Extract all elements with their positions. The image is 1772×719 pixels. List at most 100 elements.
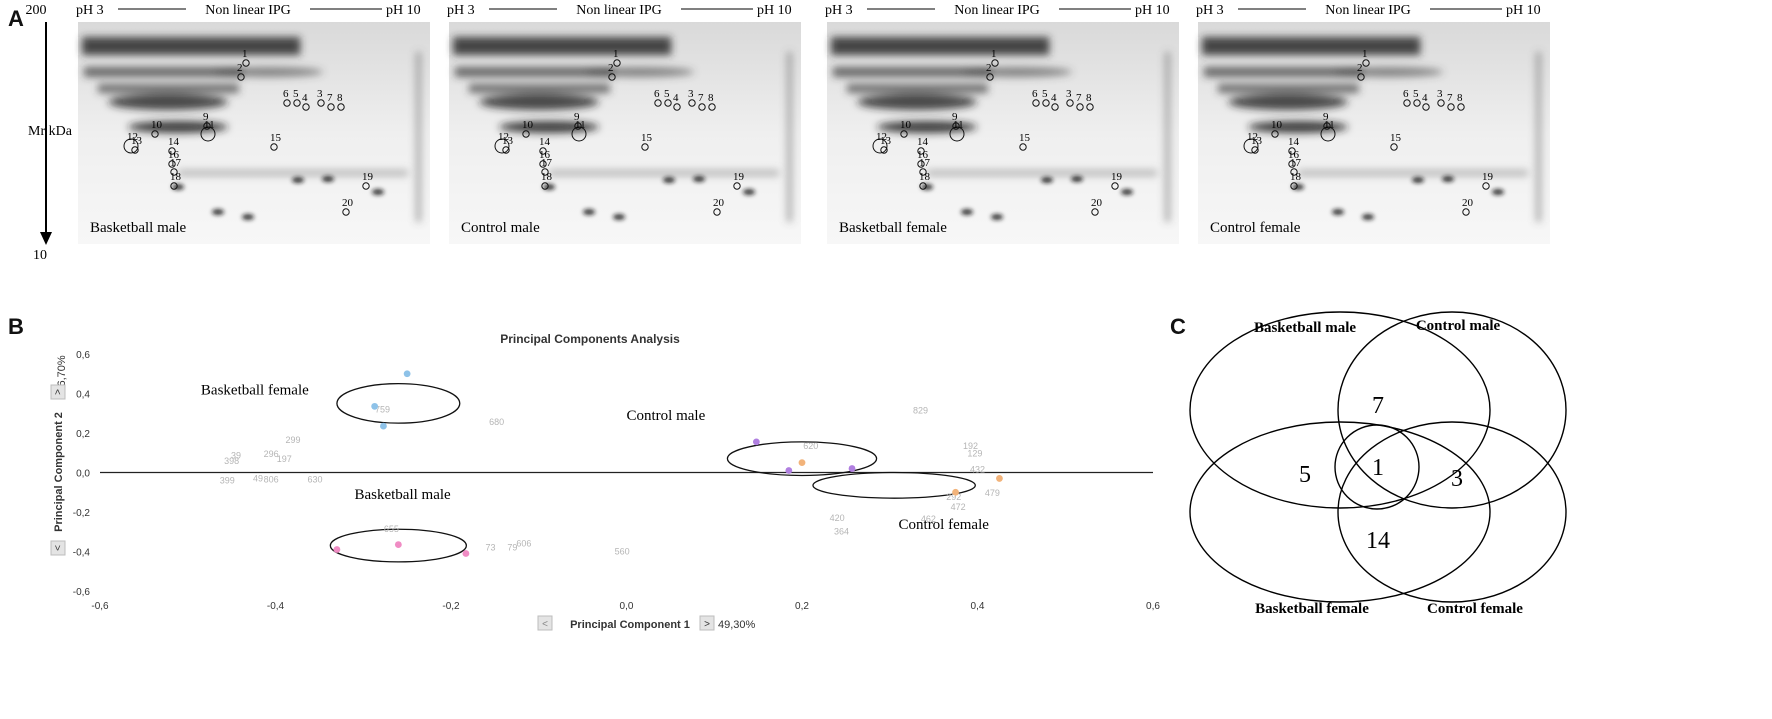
gel-spot-number: 17 xyxy=(170,157,182,169)
gel-spot-marker xyxy=(1111,182,1119,190)
gel-spot-marker xyxy=(1091,208,1099,216)
gel-spot-number: 15 xyxy=(641,132,653,144)
gel-spot-marker xyxy=(168,147,176,155)
gel-spot-number: 9 xyxy=(952,111,958,123)
gel-spot-number: 18 xyxy=(919,171,931,183)
pc2-next-icon: > xyxy=(53,389,64,395)
gel-spot-marker xyxy=(283,99,291,107)
gel-spot-number: 1 xyxy=(613,48,619,60)
loading-label: 655 xyxy=(384,524,399,534)
gel-spot-marker xyxy=(1066,99,1074,107)
gel-spot-marker xyxy=(203,122,211,130)
y-tick-label: 0,4 xyxy=(76,390,90,401)
gel-spot-marker xyxy=(708,103,716,111)
gel-spot-number: 12 xyxy=(498,131,509,143)
gel-spot-marker xyxy=(539,160,547,168)
gel-spot-marker xyxy=(151,130,159,138)
gel-spot-number: 5 xyxy=(293,88,299,100)
gel-spot-marker xyxy=(1320,126,1336,142)
gel-spot-number: 18 xyxy=(1290,171,1302,183)
loading-label: 129 xyxy=(967,449,982,459)
gel-label: Control female xyxy=(1210,220,1301,236)
gel-spot-marker xyxy=(1290,182,1298,190)
mr-bottom-label: 10 xyxy=(33,248,47,263)
gel-spot-marker xyxy=(917,147,925,155)
gel-spot-number: 5 xyxy=(1042,88,1048,100)
mr-axis-arrow xyxy=(40,232,52,245)
venn-label-basketball-male: Basketball male xyxy=(1254,320,1356,336)
loading-label: 398 xyxy=(224,456,239,466)
gel-spot-marker xyxy=(1019,143,1027,151)
data-point xyxy=(380,422,387,430)
loading-label: 759 xyxy=(375,404,390,414)
gel-spot-number: 10 xyxy=(1271,119,1283,131)
y-tick-label: -0,6 xyxy=(73,587,91,598)
gel-spot-number: 14 xyxy=(1288,136,1300,148)
svg-text:pH 10: pH 10 xyxy=(757,3,792,18)
gel-spot-marker xyxy=(168,160,176,168)
loading-label: 192 xyxy=(963,441,978,451)
venn-center-circle xyxy=(1334,424,1420,510)
gel-ph-header: pH 3 Non linear IPG pH 10 xyxy=(1196,3,1541,18)
gel-spot-marker xyxy=(541,168,549,176)
svg-text:Non linear IPG: Non linear IPG xyxy=(576,3,662,18)
gel-spot-marker xyxy=(1357,73,1365,81)
venn-control-female xyxy=(1337,421,1567,603)
data-point xyxy=(785,467,793,474)
gel-spot-number: 6 xyxy=(1032,88,1038,100)
gel-spot-marker xyxy=(654,99,662,107)
pc2-next-button[interactable] xyxy=(50,384,66,400)
gel-spot-number: 3 xyxy=(1066,88,1072,100)
group-ellipse xyxy=(336,382,461,424)
gel-spot-number: 4 xyxy=(673,92,679,104)
gel-spot-marker xyxy=(1288,147,1296,155)
gel-spot-number: 9 xyxy=(203,111,209,123)
gel-spot-number: 19 xyxy=(733,171,745,183)
data-point xyxy=(752,438,760,446)
gel-spot-number: 4 xyxy=(1051,92,1057,104)
gel-spot-marker xyxy=(131,146,139,154)
pc1-prev-button[interactable] xyxy=(537,615,553,631)
gel-spot-marker xyxy=(1076,103,1084,111)
gel-spot-number: 16 xyxy=(917,149,929,161)
gel-spot-number: 17 xyxy=(1290,157,1302,169)
svg-text:Non linear IPG: Non linear IPG xyxy=(1325,3,1411,18)
loading-label: 73 xyxy=(485,543,495,553)
gel-spot-number: 19 xyxy=(1111,171,1123,183)
gel-spot-marker xyxy=(337,103,345,111)
gel-spot-marker xyxy=(1243,138,1259,154)
x-tick-label: -0,2 xyxy=(442,601,460,612)
x-tick-label: 0,6 xyxy=(1146,601,1160,612)
pc1-next-button[interactable] xyxy=(699,615,715,631)
data-point xyxy=(333,546,341,553)
gel-spot-number: 15 xyxy=(1390,132,1402,144)
gel-spot-marker xyxy=(327,103,335,111)
data-point xyxy=(798,459,806,467)
gel-spot-marker xyxy=(1323,122,1331,130)
gel-spot-number: 12 xyxy=(876,131,887,143)
y-tick-label: -0,2 xyxy=(73,508,91,519)
panel-a-letter: A xyxy=(8,6,24,31)
gel-spot-marker xyxy=(1271,130,1279,138)
loading-label: 49 xyxy=(253,473,263,483)
gel-spot-marker xyxy=(270,143,278,151)
gel-spot-marker xyxy=(1290,168,1298,176)
gel-spot-marker xyxy=(1390,143,1398,151)
pc1-next-icon: > xyxy=(704,619,710,630)
gel-spot-marker xyxy=(1042,99,1050,107)
gel-spot-marker xyxy=(872,138,888,154)
data-point xyxy=(952,488,959,496)
gel-spot-marker xyxy=(880,146,888,154)
pca-title: Principal Components Analysis xyxy=(500,332,680,346)
gel-spot-number: 9 xyxy=(574,111,580,123)
gel-spot-number: 16 xyxy=(168,149,180,161)
gel-spot-number: 18 xyxy=(170,171,182,183)
gel-spot-marker xyxy=(293,99,301,107)
gel-ph-header: pH 3 Non linear IPG pH 10 xyxy=(825,3,1170,18)
gel-spot-number: 4 xyxy=(1422,92,1428,104)
panel-b-letter: B xyxy=(8,314,24,339)
gel-spot-marker xyxy=(571,126,587,142)
pc2-prev-button[interactable] xyxy=(50,540,66,556)
group-ellipse xyxy=(812,471,976,499)
gel-spot-number: 13 xyxy=(502,135,514,147)
